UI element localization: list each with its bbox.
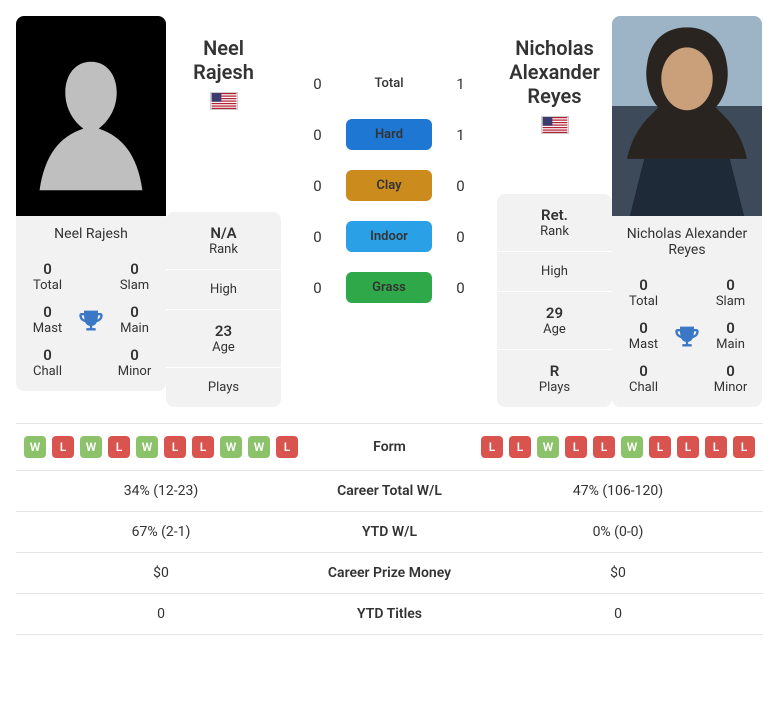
h2h-grass-p2: 0	[432, 279, 489, 297]
h2h-grass-label[interactable]: Grass	[346, 272, 432, 303]
h2h-hard-label[interactable]: Hard	[346, 119, 432, 150]
h2h-row-total: 0 Total 1	[289, 68, 489, 99]
player2-form: LLWLLWLLLL	[481, 436, 755, 458]
h2h-indoor-label[interactable]: Indoor	[346, 221, 432, 252]
player2-plays: RPlays	[497, 350, 612, 407]
player1-titles: 0Total 0Slam 0Mast 0Main 0Chall 0Minor	[16, 252, 166, 391]
player1-prize: $0	[16, 553, 306, 594]
h2h-total-label: Total	[346, 68, 432, 99]
loss-badge[interactable]: L	[565, 436, 587, 458]
loss-badge[interactable]: L	[705, 436, 727, 458]
trophy-icon	[667, 319, 707, 352]
player2-high: High	[497, 252, 612, 291]
row-career-wl: 34% (12-23) Career Total W/L 47% (106-12…	[16, 471, 763, 512]
h2h-clay-label[interactable]: Clay	[346, 170, 432, 201]
player1-title-chall: 0Chall	[24, 346, 71, 379]
player-silhouette-icon	[16, 16, 166, 216]
h2h-total-p2: 1	[432, 75, 489, 93]
player2-photo	[612, 16, 762, 216]
h2h-total-p1: 0	[289, 75, 346, 93]
win-badge[interactable]: W	[80, 436, 102, 458]
win-badge[interactable]: W	[537, 436, 559, 458]
player1-form: WLWLWLLWWL	[24, 436, 298, 458]
player1-ytd-wl: 67% (2-1)	[16, 512, 306, 553]
h2h-grass-p1: 0	[289, 279, 346, 297]
player2-title-minor: 0Minor	[707, 362, 754, 395]
player1-info-col: Neel Rajesh N/ARank High 23Age Plays	[166, 16, 281, 407]
player2-flag-icon	[497, 116, 612, 146]
h2h-hard-p1: 0	[289, 126, 346, 144]
h2h-clay-p2: 0	[432, 177, 489, 195]
h2h-center: 0 Total 1 0 Hard 1 0 Clay 0 0 Indoor 0 0…	[281, 16, 497, 407]
loss-badge[interactable]: L	[192, 436, 214, 458]
row-prize: $0 Career Prize Money $0	[16, 553, 763, 594]
win-badge[interactable]: W	[248, 436, 270, 458]
player2-ytd-wl: 0% (0-0)	[473, 512, 763, 553]
head-to-head-top: Neel Rajesh 0Total 0Slam 0Mast 0Main 0Ch…	[16, 16, 763, 407]
player1-title-minor: 0Minor	[111, 346, 158, 379]
player2-name: Nicholas Alexander Reyes	[612, 216, 762, 268]
loss-badge[interactable]: L	[481, 436, 503, 458]
loss-badge[interactable]: L	[649, 436, 671, 458]
player2-title-chall: 0Chall	[620, 362, 667, 395]
row-ytd-wl: 67% (2-1) YTD W/L 0% (0-0)	[16, 512, 763, 553]
loss-badge[interactable]: L	[52, 436, 74, 458]
player1-career-wl: 34% (12-23)	[16, 471, 306, 512]
player1-title-main: 0Main	[111, 303, 158, 336]
player2-age: 29Age	[497, 292, 612, 349]
player2-career-wl: 47% (106-120)	[473, 471, 763, 512]
loss-badge[interactable]: L	[276, 436, 298, 458]
player1-age: 23Age	[166, 310, 281, 367]
player1-photo	[16, 16, 166, 216]
loss-badge[interactable]: L	[108, 436, 130, 458]
h2h-clay-p1: 0	[289, 177, 346, 195]
player2-header-name: Nicholas Alexander Reyes	[497, 16, 612, 116]
win-badge[interactable]: W	[621, 436, 643, 458]
trophy-icon	[71, 303, 111, 336]
h2h-indoor-p2: 0	[432, 228, 489, 246]
player2-prize: $0	[473, 553, 763, 594]
player2-card: Nicholas Alexander Reyes 0Total 0Slam 0M…	[612, 16, 762, 407]
player2-rank: Ret.Rank	[497, 194, 612, 251]
h2h-row-hard: 0 Hard 1	[289, 119, 489, 150]
loss-badge[interactable]: L	[164, 436, 186, 458]
player1-rank: N/ARank	[166, 212, 281, 269]
player2-title-main: 0Main	[707, 319, 754, 352]
player2-title-total: 0Total	[620, 276, 667, 309]
h2h-row-indoor: 0 Indoor 0	[289, 221, 489, 252]
player1-ytd-titles: 0	[16, 594, 306, 635]
player1-header-name: Neel Rajesh	[166, 16, 281, 92]
player2-info-col: Nicholas Alexander Reyes Ret.Rank High 2…	[497, 16, 612, 407]
player1-title-total: 0Total	[24, 260, 71, 293]
player1-name: Neel Rajesh	[16, 216, 166, 252]
player1-high: High	[166, 270, 281, 309]
loss-badge[interactable]: L	[733, 436, 755, 458]
player1-title-slam: 0Slam	[111, 260, 158, 293]
win-badge[interactable]: W	[136, 436, 158, 458]
loss-badge[interactable]: L	[593, 436, 615, 458]
player1-plays: Plays	[166, 368, 281, 407]
win-badge[interactable]: W	[220, 436, 242, 458]
row-ytd-titles: 0 YTD Titles 0	[16, 594, 763, 635]
player2-title-mast: 0Mast	[620, 319, 667, 352]
row-form: WLWLWLLWWL Form LLWLLWLLLL	[16, 424, 763, 471]
loss-badge[interactable]: L	[509, 436, 531, 458]
player2-titles: 0Total 0Slam 0Mast 0Main 0Chall 0Minor	[612, 268, 762, 407]
win-badge[interactable]: W	[24, 436, 46, 458]
player2-title-slam: 0Slam	[707, 276, 754, 309]
h2h-indoor-p1: 0	[289, 228, 346, 246]
player2-ytd-titles: 0	[473, 594, 763, 635]
player1-flag-icon	[166, 92, 281, 122]
loss-badge[interactable]: L	[677, 436, 699, 458]
h2h-hard-p2: 1	[432, 126, 489, 144]
h2h-row-grass: 0 Grass 0	[289, 272, 489, 303]
h2h-row-clay: 0 Clay 0	[289, 170, 489, 201]
player1-title-mast: 0Mast	[24, 303, 71, 336]
stats-table: WLWLWLLWWL Form LLWLLWLLLL 34% (12-23) C…	[16, 423, 763, 635]
player1-card: Neel Rajesh 0Total 0Slam 0Mast 0Main 0Ch…	[16, 16, 166, 407]
form-label: Form	[306, 424, 473, 471]
